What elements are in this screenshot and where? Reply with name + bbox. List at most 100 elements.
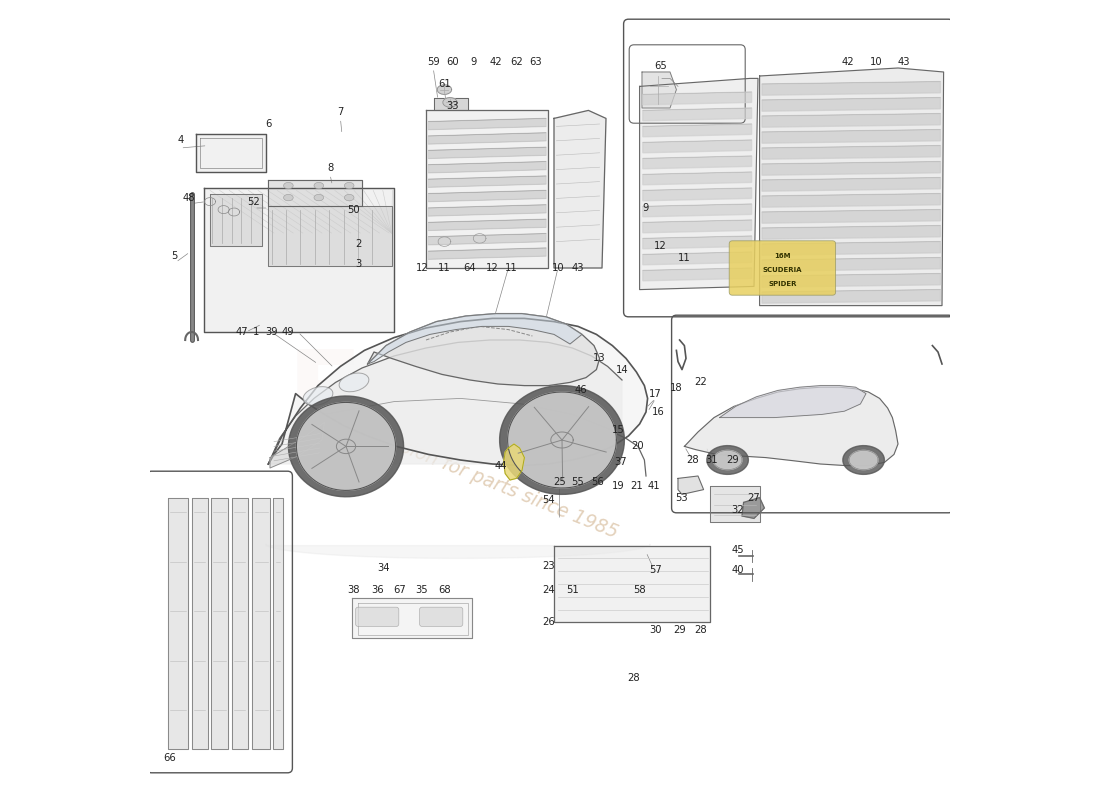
- Polygon shape: [762, 226, 940, 239]
- Text: 39: 39: [265, 327, 278, 337]
- Polygon shape: [762, 98, 940, 111]
- Text: 30: 30: [649, 626, 662, 635]
- Text: 54: 54: [542, 495, 554, 505]
- Polygon shape: [352, 598, 472, 638]
- FancyBboxPatch shape: [729, 241, 836, 295]
- Ellipse shape: [314, 194, 323, 201]
- Text: 53: 53: [675, 493, 689, 502]
- Text: 2: 2: [355, 239, 361, 249]
- Text: 51: 51: [566, 586, 579, 595]
- Ellipse shape: [339, 373, 369, 392]
- Polygon shape: [762, 290, 940, 303]
- Text: 1: 1: [253, 327, 260, 337]
- Polygon shape: [428, 248, 546, 259]
- Polygon shape: [268, 180, 362, 206]
- Polygon shape: [762, 82, 940, 95]
- Polygon shape: [642, 92, 751, 105]
- Text: EPC: EPC: [287, 346, 526, 454]
- Polygon shape: [268, 340, 622, 464]
- Polygon shape: [268, 318, 648, 466]
- Text: 16: 16: [651, 407, 664, 417]
- Ellipse shape: [314, 182, 323, 189]
- Polygon shape: [205, 188, 394, 332]
- Polygon shape: [428, 162, 546, 173]
- Text: 65: 65: [654, 61, 667, 70]
- Polygon shape: [742, 498, 764, 518]
- Text: 28: 28: [628, 674, 640, 683]
- Polygon shape: [713, 450, 743, 470]
- Text: 3: 3: [355, 259, 361, 269]
- Polygon shape: [642, 108, 751, 121]
- Polygon shape: [642, 220, 751, 233]
- Text: 58: 58: [634, 586, 646, 595]
- Text: 12: 12: [486, 263, 498, 273]
- Text: 40: 40: [732, 565, 745, 574]
- Text: 9: 9: [471, 58, 477, 67]
- Text: 62: 62: [510, 58, 522, 67]
- Polygon shape: [232, 498, 248, 749]
- Text: 33: 33: [447, 101, 459, 110]
- Text: 63: 63: [529, 58, 542, 67]
- Text: 37: 37: [614, 458, 627, 467]
- FancyBboxPatch shape: [419, 607, 463, 626]
- Polygon shape: [428, 190, 546, 202]
- Text: 14: 14: [616, 365, 628, 374]
- Polygon shape: [678, 476, 704, 494]
- Polygon shape: [642, 172, 751, 185]
- Text: 11: 11: [505, 263, 518, 273]
- Text: 5: 5: [170, 251, 177, 261]
- Text: 28: 28: [686, 455, 698, 465]
- Polygon shape: [642, 204, 751, 217]
- Polygon shape: [367, 314, 600, 386]
- Polygon shape: [268, 206, 392, 266]
- Polygon shape: [642, 124, 751, 137]
- Text: 55: 55: [572, 477, 584, 486]
- Polygon shape: [642, 252, 751, 265]
- Polygon shape: [639, 78, 758, 290]
- Ellipse shape: [304, 386, 333, 406]
- Text: 29: 29: [673, 626, 686, 635]
- Polygon shape: [762, 178, 940, 191]
- Text: 44: 44: [494, 461, 507, 470]
- Text: 32: 32: [732, 506, 745, 515]
- Text: 4: 4: [177, 135, 184, 145]
- Ellipse shape: [284, 182, 294, 189]
- Polygon shape: [554, 110, 606, 268]
- Polygon shape: [288, 396, 404, 497]
- Text: 67: 67: [393, 586, 406, 595]
- Polygon shape: [762, 146, 940, 159]
- Polygon shape: [507, 392, 616, 488]
- Text: 50: 50: [348, 205, 361, 214]
- Polygon shape: [762, 242, 940, 255]
- Text: 36: 36: [372, 586, 384, 595]
- Text: 10: 10: [870, 58, 882, 67]
- Text: 23: 23: [542, 562, 554, 571]
- Text: a passion for parts since 1985: a passion for parts since 1985: [351, 418, 620, 542]
- Text: 68: 68: [438, 586, 451, 595]
- Text: 20: 20: [631, 442, 645, 451]
- Polygon shape: [197, 134, 266, 172]
- Polygon shape: [428, 205, 546, 216]
- Text: 19: 19: [612, 482, 625, 491]
- Polygon shape: [710, 486, 760, 522]
- Text: SCUDERIA: SCUDERIA: [762, 267, 802, 273]
- Text: 41: 41: [648, 482, 660, 491]
- Polygon shape: [719, 386, 866, 418]
- Polygon shape: [273, 498, 283, 749]
- Polygon shape: [762, 114, 940, 127]
- Polygon shape: [428, 147, 546, 158]
- Text: 10: 10: [552, 263, 564, 273]
- Polygon shape: [762, 258, 940, 271]
- Text: 48: 48: [183, 194, 195, 203]
- Text: 60: 60: [447, 58, 459, 67]
- Polygon shape: [554, 546, 710, 622]
- Polygon shape: [428, 133, 546, 144]
- Text: 43: 43: [898, 58, 910, 67]
- Text: 7: 7: [338, 107, 343, 117]
- Polygon shape: [642, 236, 751, 249]
- FancyBboxPatch shape: [355, 607, 399, 626]
- Text: 12: 12: [654, 242, 667, 251]
- Polygon shape: [438, 85, 452, 94]
- Polygon shape: [504, 444, 525, 480]
- Polygon shape: [266, 544, 650, 558]
